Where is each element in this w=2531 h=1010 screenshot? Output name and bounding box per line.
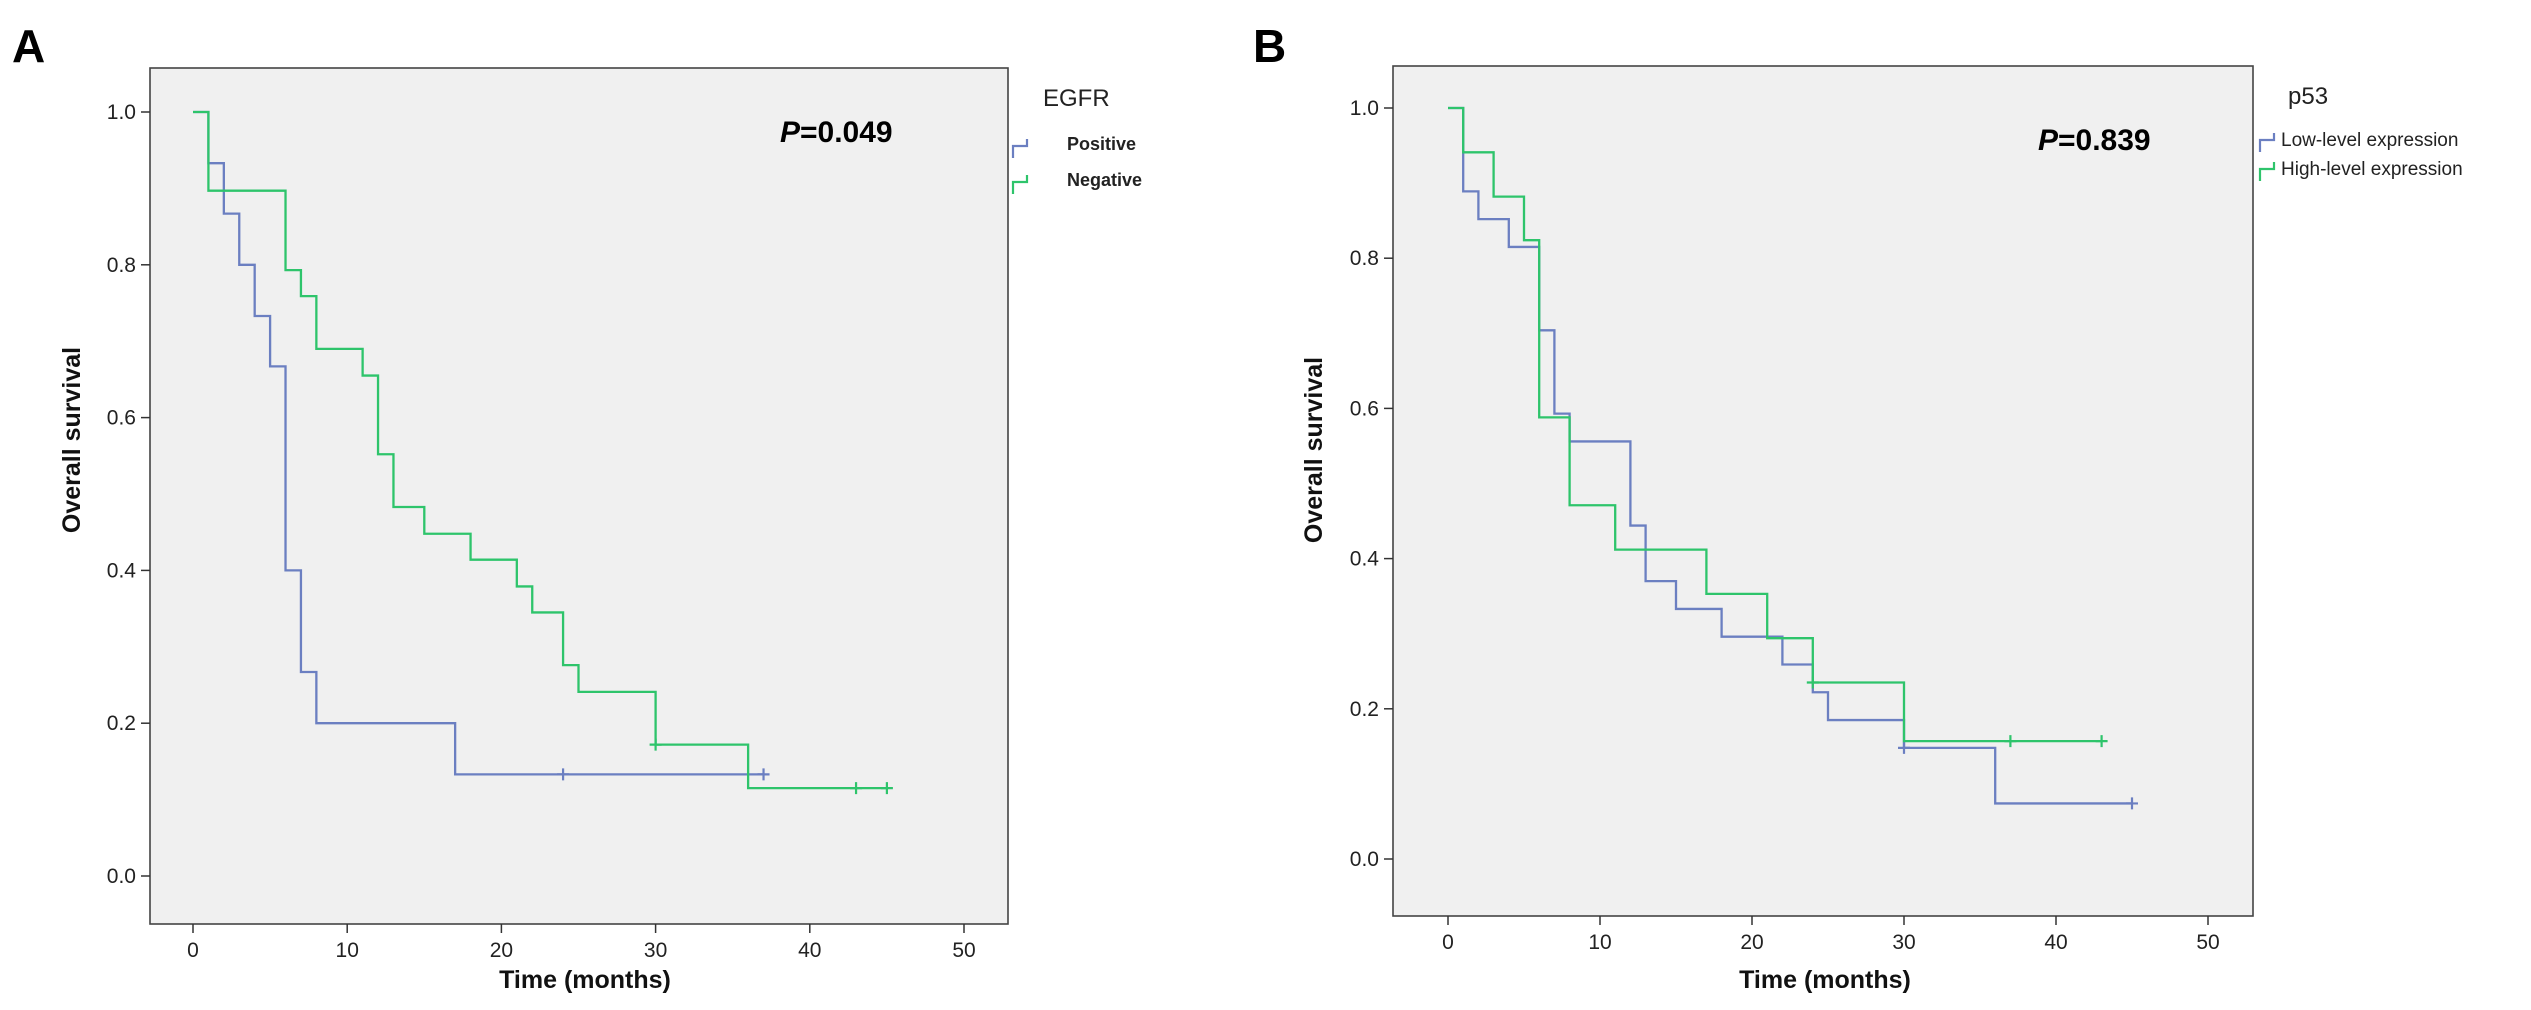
panel-b-letter: B <box>1253 20 1286 72</box>
panel-b-series <box>1448 106 2138 810</box>
panel-b-legend-label-high: High-level expression <box>2281 159 2463 180</box>
y-tick-label: 0.8 <box>1350 247 1379 270</box>
censor-mark-positive <box>757 768 770 781</box>
panel-b-y-axis: 0.0 0.2 0.4 0.6 0.8 1.0 <box>1350 97 1393 871</box>
panel-a-y-axis: 0.0 0.2 0.4 0.6 0.8 1.0 <box>107 101 150 888</box>
panel-a-legend-title: EGFR <box>1043 85 1110 112</box>
x-tick-label: 50 <box>2196 931 2219 954</box>
x-tick-label: 50 <box>952 939 975 962</box>
panel-a-legend-swatch-positive <box>1011 139 1029 158</box>
y-tick-label: 1.0 <box>107 101 136 124</box>
x-tick-label: 40 <box>798 939 821 962</box>
panel-a-p-number: =0.049 <box>800 116 893 149</box>
x-tick-label: 0 <box>187 939 199 962</box>
panel-a-legend-label-positive: Positive <box>1067 134 1136 154</box>
y-tick-label: 0.2 <box>1350 698 1379 721</box>
y-tick-label: 0.2 <box>107 712 136 735</box>
panel-b: B 0.0 0.2 0.4 0.6 0.8 1.0 0 10 20 30 40 50 Overall… <box>1253 20 2463 994</box>
censor-mark-high-level-expression <box>2095 735 2108 748</box>
y-tick-label: 0.6 <box>107 407 136 430</box>
survival-curve-positive <box>193 110 764 776</box>
panel-a-p-symbol: P <box>780 116 801 149</box>
panel-b-legend-label-low: Low-level expression <box>2281 130 2458 151</box>
censor-mark-high-level-expression <box>1806 676 1819 689</box>
x-tick-label: 30 <box>1892 931 1915 954</box>
panel-b-x-axis: 0 10 20 30 40 50 <box>1442 916 2220 954</box>
y-tick-label: 1.0 <box>1350 97 1379 120</box>
survival-curve-high-level-expression <box>1448 106 2102 743</box>
x-tick-label: 20 <box>490 939 513 962</box>
y-tick-label: 0.4 <box>1350 548 1380 571</box>
panel-b-legend: p53 Low-level expression High-level expr… <box>2258 83 2463 181</box>
censor-mark-low-level-expression <box>1898 741 1910 754</box>
panel-a-plot-area <box>149 67 1009 925</box>
x-tick-label: 10 <box>1588 931 1611 954</box>
panel-b-plot-area <box>1392 65 2254 917</box>
x-tick-label: 20 <box>1740 931 1763 954</box>
survival-curve-low-level-expression <box>1448 106 2132 805</box>
panel-b-p-symbol: P <box>2038 124 2059 157</box>
censor-mark-negative <box>880 782 893 795</box>
panel-a-legend-label-negative: Negative <box>1067 170 1142 190</box>
censor-mark-negative <box>649 738 662 751</box>
y-tick-label: 0.6 <box>1350 397 1379 420</box>
censor-mark-low-level-expression <box>2126 797 2138 810</box>
panel-a-series <box>193 110 893 795</box>
censor-mark-positive <box>557 768 570 781</box>
panel-b-x-axis-title: Time (months) <box>1739 966 1911 994</box>
panel-b-p-number: =0.839 <box>2058 124 2151 157</box>
panel-a-legend: EGFR Positive Negative <box>1011 85 1142 194</box>
x-tick-label: 0 <box>1442 931 1454 954</box>
panel-a: A 0.0 0.2 0.4 0.6 0.8 1.0 0 10 20 30 40 50 Overall… <box>12 20 1142 994</box>
censor-mark-negative <box>850 782 863 795</box>
panel-b-legend-swatch-low <box>2258 133 2276 152</box>
y-tick-label: 0.8 <box>107 254 136 277</box>
survival-curve-negative <box>193 110 887 790</box>
y-tick-label: 0.4 <box>107 559 137 582</box>
panel-a-x-axis: 0 10 20 30 40 50 <box>187 924 976 962</box>
panel-a-y-axis-title: Overall survival <box>58 347 86 533</box>
y-tick-label: 0.0 <box>1350 848 1379 871</box>
x-tick-label: 40 <box>2044 931 2067 954</box>
panel-a-p-value: P=0.049 <box>780 116 893 149</box>
panel-b-p-value: P=0.839 <box>2038 124 2151 157</box>
x-tick-label: 10 <box>336 939 359 962</box>
panel-a-letter: A <box>12 20 45 72</box>
x-tick-label: 30 <box>644 939 667 962</box>
panel-b-y-axis-title: Overall survival <box>1300 357 1328 543</box>
y-tick-label: 0.0 <box>107 865 136 888</box>
panel-a-legend-swatch-negative <box>1011 175 1029 194</box>
censor-mark-high-level-expression <box>2004 735 2017 748</box>
panel-b-legend-title: p53 <box>2288 83 2328 110</box>
panel-b-legend-swatch-high <box>2258 162 2276 181</box>
panel-a-x-axis-title: Time (months) <box>499 966 671 994</box>
